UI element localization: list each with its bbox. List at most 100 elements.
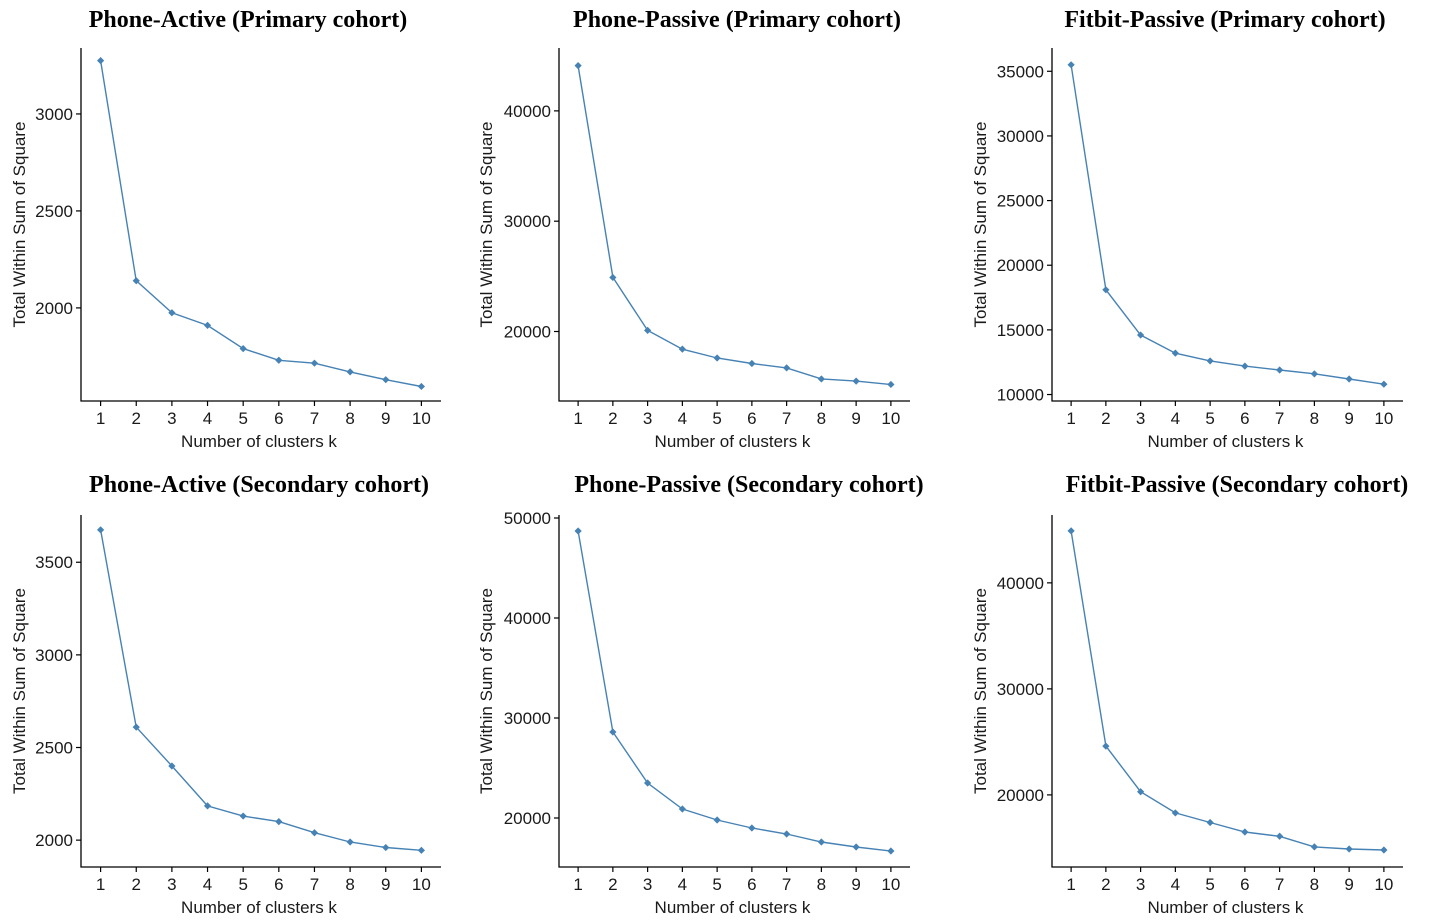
data-point bbox=[887, 847, 895, 855]
data-point bbox=[852, 843, 860, 851]
x-tick-label: 4 bbox=[678, 875, 687, 894]
panel-1: Phone-Active (Primary cohort) 1 2 3 4 5 6 7 8 9 10… bbox=[10, 7, 441, 451]
x-tick-label: 10 bbox=[1374, 875, 1393, 894]
y-tick-label: 15000 bbox=[997, 321, 1044, 340]
series-line bbox=[1070, 530, 1384, 851]
x-tick-label: 1 bbox=[573, 409, 582, 428]
data-point bbox=[132, 277, 140, 285]
data-point bbox=[239, 812, 247, 820]
data-point bbox=[1380, 846, 1388, 854]
series-line bbox=[99, 60, 422, 388]
data-point bbox=[168, 309, 176, 317]
x-tick-label: 8 bbox=[817, 409, 826, 428]
y-tick-label: 30000 bbox=[997, 127, 1044, 146]
data-point bbox=[1171, 349, 1179, 357]
y-tick-label: 3000 bbox=[35, 105, 73, 124]
x-tick-label: 5 bbox=[712, 409, 721, 428]
series-line bbox=[99, 529, 422, 851]
x-tick-label: 6 bbox=[1240, 875, 1249, 894]
y-tick-label: 2500 bbox=[35, 739, 73, 758]
data-point bbox=[417, 846, 425, 854]
series-line bbox=[577, 65, 891, 386]
data-point bbox=[346, 368, 354, 376]
x-tick-label: 2 bbox=[608, 875, 617, 894]
y-axis-label: Total Within Sum of Square bbox=[10, 588, 29, 794]
data-point bbox=[609, 273, 617, 282]
x-tick-label: 2 bbox=[608, 409, 617, 428]
y-tick-label: 35000 bbox=[997, 62, 1044, 81]
data-point bbox=[852, 377, 860, 385]
x-tick-label: 7 bbox=[310, 875, 319, 894]
panel-5: Phone-Passive (Secondary cohort) 1 2 3 4 5 6 7 8… bbox=[477, 472, 924, 917]
panel-title: Phone-Active (Secondary cohort) bbox=[89, 472, 429, 498]
y-tick-label: 2000 bbox=[35, 831, 73, 850]
data-point bbox=[1206, 357, 1214, 365]
data-point bbox=[783, 830, 791, 838]
y-tick-label: 40000 bbox=[997, 574, 1044, 593]
data-point bbox=[310, 359, 319, 367]
series-line bbox=[577, 530, 891, 852]
data-point bbox=[1310, 843, 1318, 851]
x-tick-label: 1 bbox=[573, 875, 582, 894]
data-point bbox=[783, 364, 791, 372]
data-point bbox=[887, 380, 895, 389]
data-point bbox=[1276, 832, 1284, 840]
data-point bbox=[346, 838, 354, 846]
x-tick-label: 9 bbox=[381, 875, 390, 894]
x-tick-label: 4 bbox=[1171, 875, 1180, 894]
x-tick-label: 2 bbox=[132, 409, 141, 428]
x-tick-label: 6 bbox=[1240, 409, 1249, 428]
x-axis-label: Number of clusters k bbox=[181, 898, 337, 917]
x-tick-label: 9 bbox=[381, 409, 390, 428]
x-tick-label: 3 bbox=[643, 409, 652, 428]
data-point bbox=[609, 728, 617, 736]
x-tick-label: 3 bbox=[643, 875, 652, 894]
x-tick-label: 3 bbox=[167, 409, 176, 428]
data-point bbox=[275, 356, 283, 364]
x-tick-label: 5 bbox=[238, 875, 247, 894]
data-point bbox=[97, 526, 105, 534]
panel-title: Phone-Active (Primary cohort) bbox=[89, 7, 408, 33]
x-tick-label: 1 bbox=[96, 875, 105, 894]
data-point bbox=[1241, 828, 1249, 836]
x-tick-label: 10 bbox=[881, 409, 900, 428]
x-axis-label: Number of clusters k bbox=[1148, 898, 1304, 917]
x-tick-label: 8 bbox=[817, 875, 826, 894]
panel-6: Fitbit-Passive (Secondary cohort) 1 2 3 4 5 6 7… bbox=[971, 472, 1408, 917]
x-tick-label: 6 bbox=[747, 409, 756, 428]
data-point bbox=[1137, 788, 1145, 796]
data-point bbox=[1345, 375, 1353, 383]
x-tick-label: 6 bbox=[747, 875, 756, 894]
y-tick-label: 25000 bbox=[997, 192, 1044, 211]
y-tick-label: 20000 bbox=[997, 256, 1044, 275]
data-point bbox=[1276, 366, 1284, 374]
y-tick-label: 20000 bbox=[504, 809, 551, 828]
x-tick-label: 8 bbox=[345, 409, 354, 428]
x-tick-label: 4 bbox=[678, 409, 687, 428]
data-point bbox=[644, 326, 652, 334]
y-tick-label: 2000 bbox=[35, 299, 73, 318]
x-tick-label: 5 bbox=[238, 409, 247, 428]
data-point bbox=[1102, 286, 1110, 294]
y-axis-label: Total Within Sum of Square bbox=[10, 122, 29, 328]
data-point bbox=[574, 527, 582, 535]
data-point bbox=[203, 321, 212, 329]
x-tick-label: 5 bbox=[1205, 875, 1214, 894]
y-axis-label: Total Within Sum of Square bbox=[477, 588, 496, 794]
data-point bbox=[678, 345, 686, 353]
data-point bbox=[1345, 845, 1353, 853]
x-tick-label: 5 bbox=[1205, 409, 1214, 428]
data-point bbox=[1137, 331, 1145, 339]
x-tick-label: 2 bbox=[1101, 875, 1110, 894]
data-point bbox=[382, 376, 390, 384]
data-point bbox=[1241, 362, 1249, 370]
y-tick-label: 3500 bbox=[35, 553, 73, 572]
data-point bbox=[239, 345, 247, 353]
x-tick-label: 4 bbox=[203, 875, 212, 894]
x-tick-label: 1 bbox=[1066, 409, 1075, 428]
data-point bbox=[382, 843, 390, 852]
x-tick-label: 10 bbox=[412, 875, 431, 894]
x-tick-label: 9 bbox=[851, 409, 860, 428]
panel-title: Phone-Passive (Primary cohort) bbox=[573, 7, 901, 33]
